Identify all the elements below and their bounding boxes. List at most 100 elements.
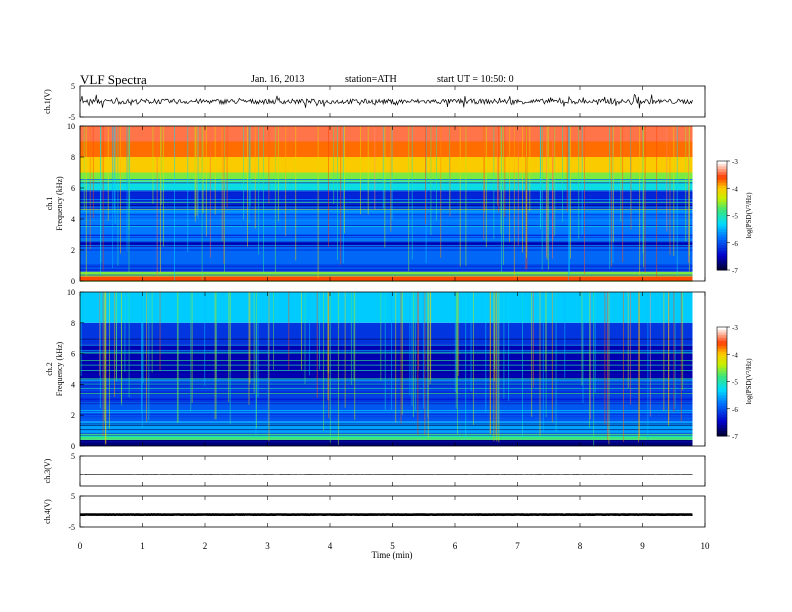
sferic-streak — [639, 126, 641, 275]
colorbar-label: log(PSD(V²/Hz) — [745, 192, 753, 239]
sferic-streak — [102, 126, 104, 271]
x-tick-label: 7 — [515, 541, 520, 551]
colorbar-tick-label: -3 — [732, 158, 738, 166]
narrowband-line — [80, 190, 693, 191]
narrowband-line — [80, 384, 693, 386]
sferic-streak — [129, 126, 131, 211]
narrowband-line — [80, 205, 693, 207]
narrowband-line — [80, 378, 693, 380]
sferic-streak — [647, 292, 649, 439]
sferic-streak — [267, 292, 269, 426]
colorbar-cell — [717, 381, 727, 385]
narrowband-line — [80, 192, 693, 194]
x-tick-label: 1 — [140, 541, 145, 551]
narrowband-line — [80, 349, 693, 351]
narrowband-line — [80, 392, 693, 394]
colorbar-cell — [717, 348, 727, 353]
narrowband-line — [80, 341, 693, 343]
narrowband-line — [80, 387, 693, 389]
colorbar-tick-label: -6 — [732, 406, 738, 414]
sferic-streak — [344, 126, 345, 234]
colorbar-tick-label: -7 — [732, 433, 738, 441]
trace-line — [79, 93, 693, 109]
narrowband-line — [80, 432, 693, 434]
colorbar-cell — [717, 250, 727, 255]
narrowband-line — [80, 220, 693, 221]
ch1-spectrogram — [80, 126, 693, 282]
axes-frames — [79, 85, 706, 528]
sferic-streak — [263, 126, 264, 272]
spectrum-band — [80, 240, 693, 247]
sferic-streak — [680, 292, 682, 422]
sferic-streak — [353, 292, 355, 381]
colorbar-cell — [717, 367, 727, 372]
colorbar-cell — [717, 229, 727, 233]
narrowband-line — [80, 379, 693, 381]
y-tick-label: 8 — [71, 153, 75, 162]
sferic-streak — [196, 126, 198, 216]
sferic-streak — [344, 292, 346, 408]
sferic-streak — [425, 126, 427, 264]
sferic-streak — [429, 292, 431, 385]
y-tick-label: 5 — [71, 492, 75, 501]
sferic-streak — [274, 126, 276, 274]
sferic-streak — [359, 126, 361, 215]
colorbar-cell — [717, 190, 727, 195]
sferic-streak — [142, 292, 144, 384]
start-ut-label: start UT = 10:50: 0 — [437, 74, 514, 85]
narrowband-line — [80, 434, 693, 436]
colorbar-cell — [717, 386, 727, 391]
x-tick-label: 0 — [78, 541, 83, 551]
narrowband-line — [80, 187, 693, 189]
sferic-streak — [223, 126, 225, 264]
sferic-streak — [570, 126, 572, 259]
sferic-streak — [102, 292, 104, 437]
colorbar-cell — [717, 223, 727, 227]
colorbar-cell — [717, 264, 727, 268]
sferic-streak — [531, 292, 533, 417]
y-axis-label: ch.4(V) — [43, 499, 52, 524]
sferic-streak — [669, 126, 671, 255]
colorbar-tick-label: -7 — [732, 267, 738, 275]
colorbar-cell — [717, 185, 727, 189]
sferic-streak — [248, 126, 250, 223]
spectrum-band — [80, 271, 693, 277]
colorbar-cell — [717, 215, 727, 219]
narrowband-line — [80, 410, 693, 411]
sferic-streak — [688, 126, 690, 256]
sferic-streak — [489, 292, 491, 434]
sferic-streak — [390, 126, 392, 232]
sferic-streak — [568, 126, 569, 281]
colorbar-cell — [717, 174, 727, 178]
colorbar-cell — [717, 351, 727, 355]
date-label: Jan. 16, 2013 — [251, 74, 305, 85]
sferic-streak — [584, 126, 585, 275]
colorbar-cell — [717, 419, 727, 423]
narrowband-line — [80, 208, 693, 210]
sferic-streak — [496, 292, 498, 442]
colorbar-cell — [717, 337, 727, 342]
spectrum-band — [80, 276, 693, 281]
colorbar-cell — [717, 343, 727, 347]
ch1-waveform — [79, 93, 693, 109]
colorbar-cell — [717, 169, 727, 173]
sferic-streak — [493, 292, 495, 442]
sferic-streak — [327, 292, 329, 401]
sferic-streak — [256, 292, 258, 429]
sferic-streak — [249, 292, 251, 384]
sferic-streak — [401, 292, 403, 415]
sferic-streak — [174, 126, 175, 281]
sferic-streak — [465, 292, 467, 440]
sferic-streak — [248, 292, 250, 405]
colorbar-cell — [717, 201, 727, 206]
sferic-streak — [456, 292, 458, 394]
colorbar-cell — [717, 193, 727, 197]
sferic-streak — [522, 292, 523, 438]
narrowband-line — [80, 441, 693, 443]
sferic-streak — [104, 292, 106, 445]
sferic-streak — [411, 126, 413, 260]
sferic-streak — [484, 126, 485, 212]
sferic-streak — [676, 126, 678, 276]
sferic-streak — [673, 292, 675, 413]
colorbar-tick-label: -4 — [732, 185, 738, 193]
